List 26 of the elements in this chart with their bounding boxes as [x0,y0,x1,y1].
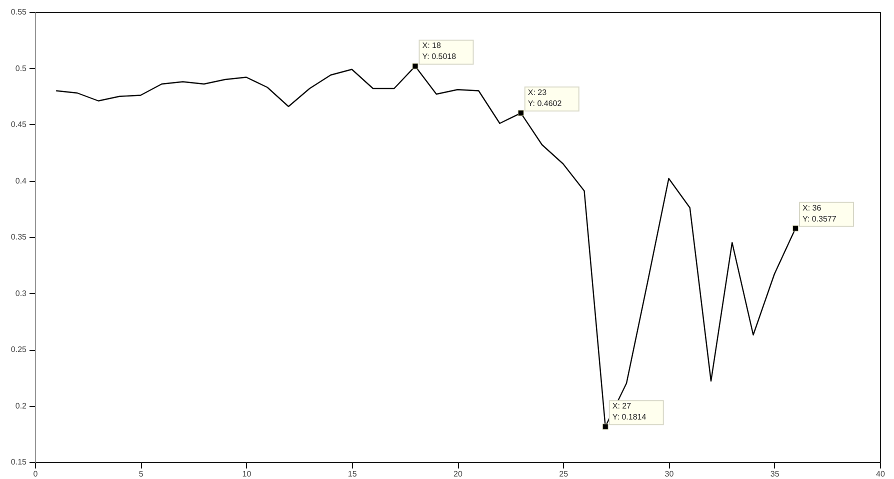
point [518,110,524,116]
annotation: X: 23 Y: 0.4602 [528,88,562,108]
x-tick-label: 20 [454,470,463,478]
point [792,225,798,232]
x-tick-label: 10 [242,470,252,478]
point [412,63,418,70]
annotation: X: 27 Y: 0.1814 [612,402,647,422]
y-tick-label: 0.2 [15,401,28,410]
y-tick-label: 0.55 [10,8,28,16]
x-tick-label: 0 [33,470,38,478]
annotation: X: 36 Y: 0.3577 [802,203,837,224]
y-tick-label: 0.3 [15,288,28,298]
y-tick-label: 0.15 [10,458,28,466]
x-tick-label: 40 [876,470,886,478]
x-tick-label: 30 [664,470,674,478]
y-tick-label: 0.4 [15,176,28,186]
y-tick-label: 0.5 [15,64,28,73]
point [602,424,608,430]
y-tick-label: 0.35 [10,232,28,242]
annotation: X: 18 Y: 0.5018 [422,41,457,62]
x-tick-label: 5 [138,470,144,478]
y-tick-label: 0.25 [10,345,28,354]
x-tick-label: 35 [770,470,780,478]
y-tick-label: 0.45 [10,120,28,129]
x-tick-label: 15 [348,470,358,478]
x-tick-label: 25 [559,470,569,478]
